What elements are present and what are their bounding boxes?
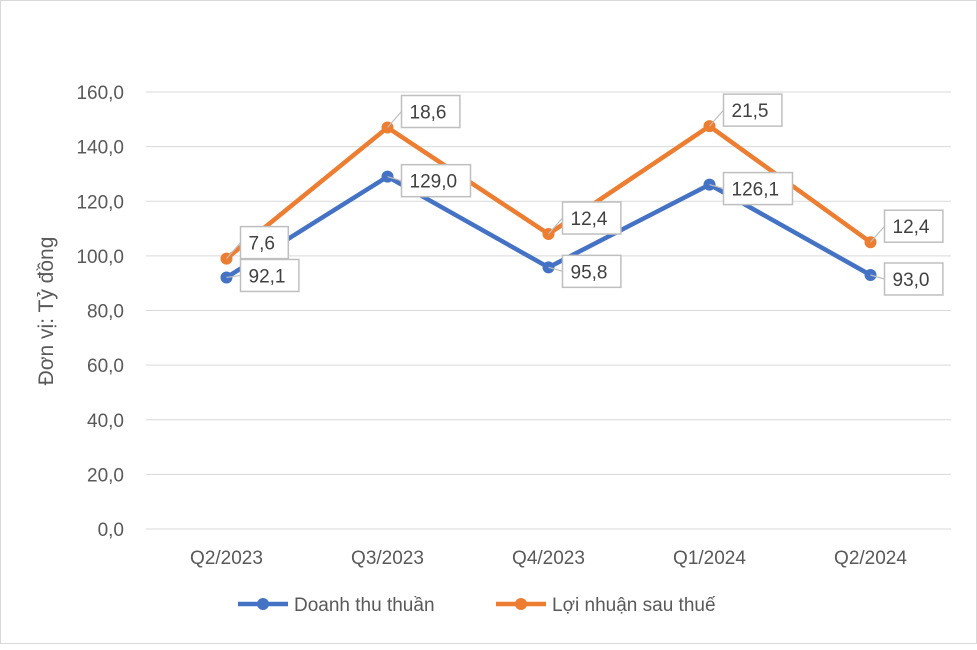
y-tick-label: 100,0 [76, 247, 124, 268]
y-tick-label: 0,0 [98, 520, 124, 541]
label-leader [226, 242, 241, 260]
y-axis-title: Đơn vị: Tỷ đồng [35, 237, 58, 386]
y-tick-label: 140,0 [76, 138, 124, 159]
y-tick-label: 80,0 [87, 302, 124, 323]
label-leader [387, 176, 402, 182]
y-tick-label: 160,0 [76, 83, 124, 104]
data-label: 21,5 [732, 101, 769, 122]
data-label-box [561, 201, 622, 235]
y-tick-label: 40,0 [87, 411, 124, 432]
data-label-box [400, 163, 472, 198]
label-leader [548, 266, 563, 272]
data-label: 18,6 [410, 103, 447, 124]
data-label-box [883, 209, 944, 243]
label-leader [709, 184, 724, 190]
data-label-box [239, 258, 300, 293]
x-tick-label: Q2/2024 [834, 548, 907, 569]
label-leader [709, 109, 724, 127]
y-tick-label: 120,0 [76, 192, 124, 213]
x-tick-label: Q1/2024 [673, 548, 746, 569]
data-label-box [239, 225, 290, 260]
data-label: 12,4 [571, 209, 608, 230]
data-label: 92,1 [249, 266, 286, 287]
data-label: 95,8 [571, 262, 608, 283]
data-label-box [883, 262, 944, 296]
y-tick-label: 20,0 [87, 465, 124, 486]
legend-label: Doanh thu thuần [294, 595, 435, 616]
label-leader [548, 217, 563, 235]
label-leader [226, 274, 241, 279]
data-label: 93,0 [893, 270, 930, 291]
data-label: 126,1 [732, 180, 780, 201]
data-label-box [561, 254, 622, 289]
label-leader [870, 274, 885, 280]
x-tick-label: Q3/2023 [351, 548, 424, 569]
legend-label: Lợi nhuận sau thuế [552, 595, 716, 616]
data-label-box [722, 171, 794, 206]
y-tick-label: 60,0 [87, 356, 124, 377]
data-label: 129,0 [410, 172, 458, 193]
legend-marker [515, 598, 527, 610]
data-label-box [400, 94, 461, 129]
x-tick-label: Q2/2023 [190, 548, 263, 569]
data-label: 7,6 [249, 234, 275, 255]
x-tick-label: Q4/2023 [512, 548, 585, 569]
data-label-box [722, 93, 783, 127]
legend-marker [257, 598, 269, 610]
data-label: 12,4 [893, 217, 930, 238]
label-leader [870, 225, 885, 243]
label-leader [387, 111, 402, 128]
